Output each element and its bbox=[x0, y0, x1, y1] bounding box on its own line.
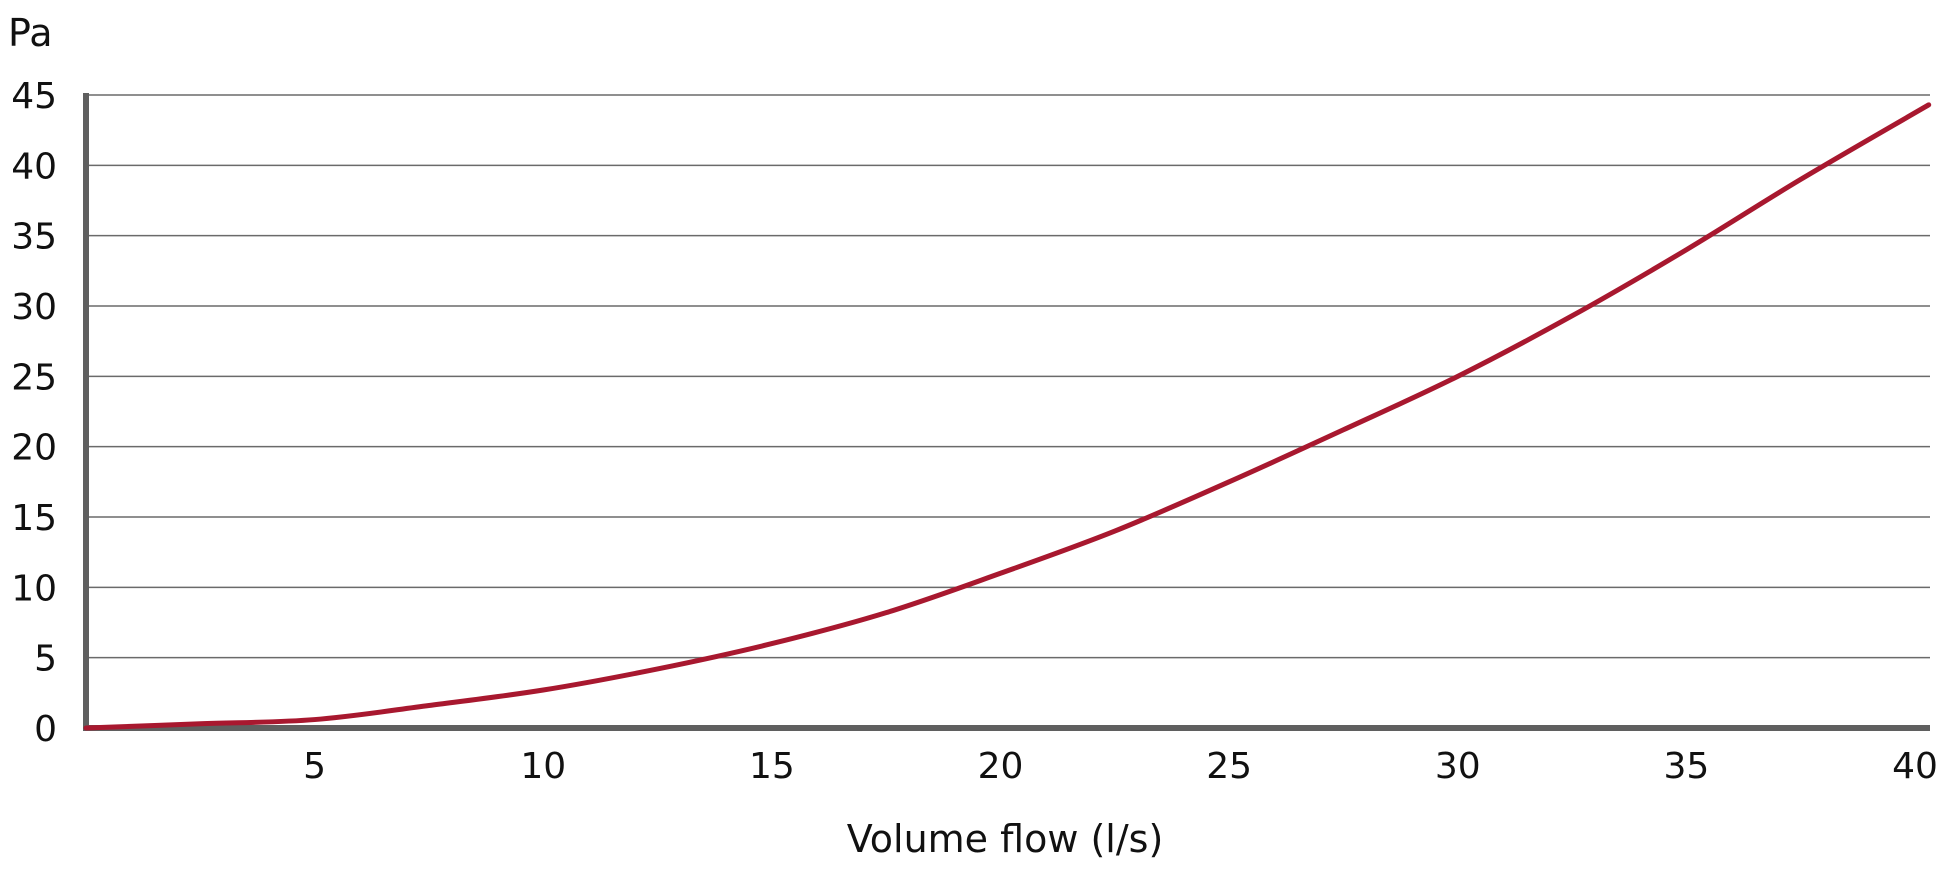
x-tick-label: 25 bbox=[1206, 746, 1252, 787]
y-tick-label: 10 bbox=[11, 568, 57, 609]
y-tick-label: 35 bbox=[11, 217, 57, 258]
x-tick-label: 5 bbox=[303, 746, 326, 787]
x-tick-label: 15 bbox=[749, 746, 795, 787]
y-tick-label: 40 bbox=[11, 146, 57, 187]
x-tick-label: 10 bbox=[520, 746, 566, 787]
y-tick-label: 25 bbox=[11, 357, 57, 398]
x-tick-label: 30 bbox=[1435, 746, 1481, 787]
y-tick-label: 20 bbox=[11, 428, 57, 469]
series-line bbox=[83, 102, 1932, 731]
y-tick-label: 5 bbox=[34, 639, 57, 680]
x-tick-label: 40 bbox=[1892, 746, 1938, 787]
y-tick-label: 45 bbox=[11, 76, 57, 117]
x-tick-label: 35 bbox=[1663, 746, 1709, 787]
y-tick-label: 0 bbox=[34, 709, 57, 750]
y-tick-label: 15 bbox=[11, 498, 57, 539]
x-axis-label: Volume flow (l/s) bbox=[847, 817, 1164, 861]
y-tick-label: 30 bbox=[11, 287, 57, 328]
x-tick-label: 20 bbox=[978, 746, 1024, 787]
y-axis-label: Pa bbox=[8, 11, 53, 55]
